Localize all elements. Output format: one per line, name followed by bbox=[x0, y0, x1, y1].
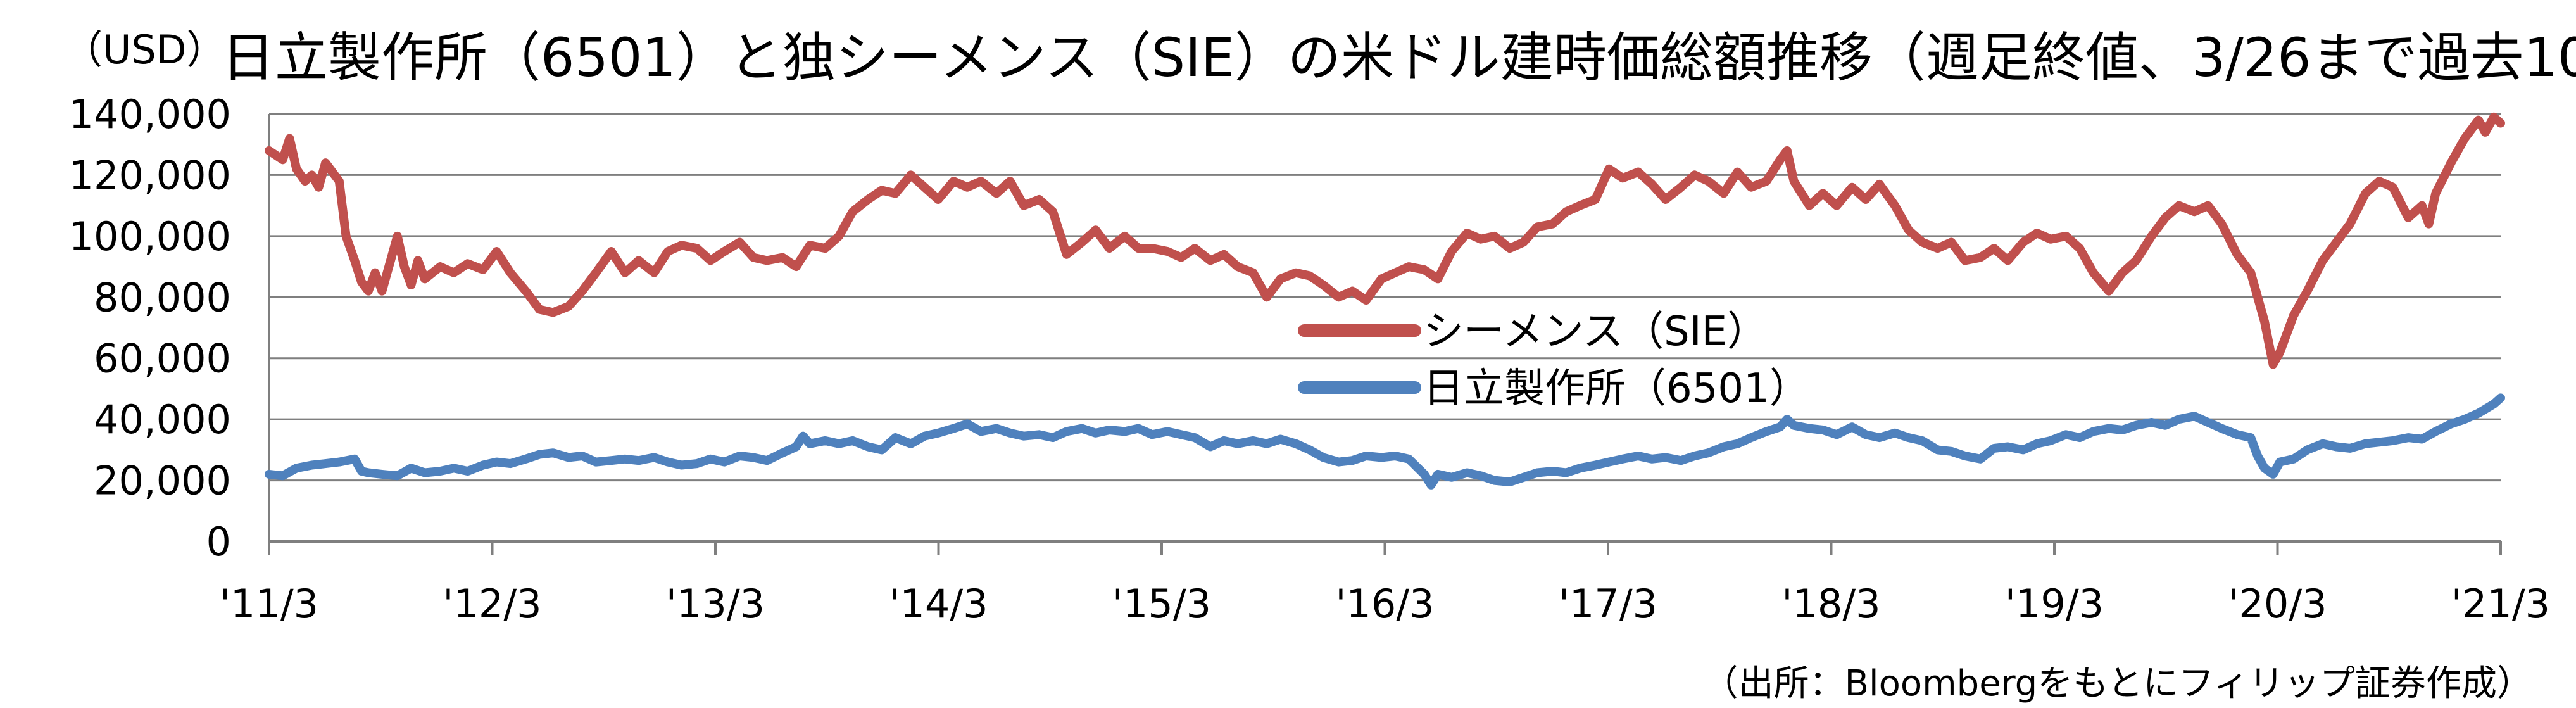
x-tick-label: '20/3 bbox=[2228, 581, 2327, 627]
x-tick-label: '19/3 bbox=[2005, 581, 2104, 627]
series-line-hitachi bbox=[265, 393, 2505, 490]
series-line-siemens bbox=[265, 112, 2505, 369]
x-tick-label: '21/3 bbox=[2451, 581, 2550, 627]
legend-label-siemens: シーメンス（SIE） bbox=[1423, 308, 1768, 355]
x-tick-label: '16/3 bbox=[1335, 581, 1434, 627]
x-tick-label: '14/3 bbox=[889, 581, 988, 627]
grid-lines bbox=[269, 113, 2501, 482]
y-axis-ticks: 0 20,000 40,000 60,000 80,000 100,000 120,000 1… bbox=[69, 91, 231, 565]
source-note: （出所：Bloombergをもとにフィリップ証券作成） bbox=[1703, 663, 2532, 704]
x-tick-label: '17/3 bbox=[1559, 581, 1657, 627]
y-tick-label: 0 bbox=[206, 519, 231, 565]
y-tick-label: 140,000 bbox=[69, 91, 231, 137]
y-tick-label: 20,000 bbox=[94, 458, 231, 504]
series-lines bbox=[265, 112, 2505, 490]
x-tick-label: '12/3 bbox=[443, 581, 541, 627]
x-tick-label: '18/3 bbox=[1781, 581, 1880, 627]
y-tick-label: 80,000 bbox=[94, 274, 231, 320]
y-tick-label: 40,000 bbox=[94, 396, 231, 443]
legend: シーメンス（SIE） 日立製作所（6501） bbox=[1298, 308, 1810, 412]
x-tick-label: '15/3 bbox=[1112, 581, 1211, 627]
y-tick-label: 100,000 bbox=[69, 213, 231, 260]
y-tick-label: 60,000 bbox=[94, 336, 231, 382]
x-tick-label: '13/3 bbox=[666, 581, 765, 627]
y-axis-unit-label: （USD） bbox=[63, 27, 225, 73]
x-tick-label: '11/3 bbox=[220, 581, 318, 627]
x-axis-ticks: '11/3 '12/3 '13/3 '14/3 '15/3 '16/3 '17/3 '18/3… bbox=[220, 541, 2550, 627]
chart-title: 日立製作所（6501）と独シーメンス（SIE）の米ドル建時価総額推移（週足終値、… bbox=[222, 27, 2576, 89]
y-tick-label: 120,000 bbox=[69, 152, 231, 198]
legend-label-hitachi: 日立製作所（6501） bbox=[1423, 365, 1810, 412]
